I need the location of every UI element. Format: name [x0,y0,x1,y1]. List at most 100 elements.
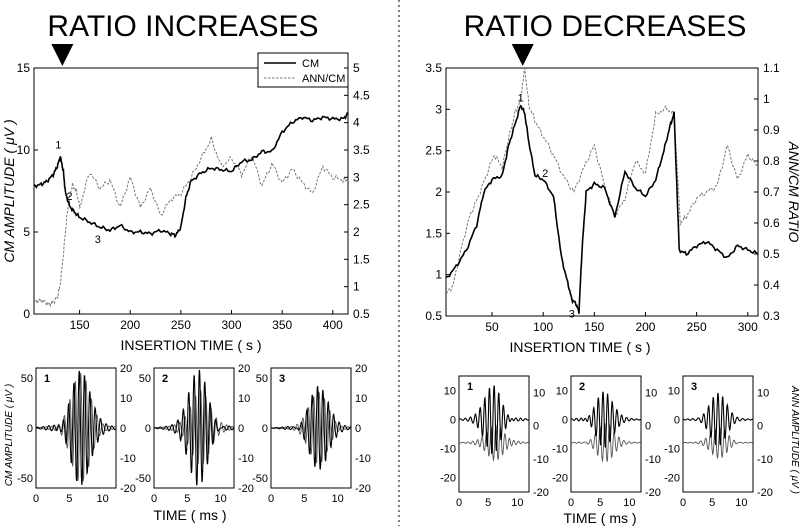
left-y2tick-label: 3.5 [353,143,370,157]
left-xtick-label: 300 [222,318,242,332]
right-inset-label-2: 2 [579,381,585,393]
left-inset-xtick: 10 [332,493,344,505]
right-inset-3: 0 5 10 -20 -10 0 10 -20 -10 0 10 3 [664,375,773,509]
left-inset-ytick: 50 [139,373,151,385]
right-inset-label-1: 1 [467,381,473,393]
right-ytick-label: 1 [435,268,442,282]
left-inset-xtick: 0 [268,493,274,505]
left-y2tick-label: 1.5 [353,252,370,266]
left-inset-y2tick: 10 [355,393,367,405]
right-ytick-label: 0.5 [425,309,442,323]
left-inset-xtick: 0 [33,493,39,505]
left-inset-xtick: 10 [215,493,227,505]
left-plot-frame [33,67,349,315]
right-inset-y2tick: 0 [533,421,539,433]
left-inset-ytick: 0 [262,423,268,435]
right-y2tick-label: 1 [763,92,770,106]
left-sub-ylabel: CM AMPLITUDE ( μV ) [4,384,15,486]
right-y2tick-label: 0.5 [763,247,780,261]
left-inset-y2tick: -20 [238,483,254,495]
right-y2tick-label: 1.1 [763,61,780,75]
right-inset-ytick: 10 [668,386,680,398]
right-inset-xtick: 0 [456,497,462,509]
left-series-cm [33,111,349,239]
right-point-label-3: 3 [569,309,575,321]
left-inset-ytick: 0 [27,423,33,435]
left-inset-ytick: 50 [21,373,33,385]
left-inset-xtick: 10 [97,493,109,505]
left-ytick-label: 5 [23,225,30,239]
left-inset-y2tick: -10 [120,453,136,465]
right-ytick-label: 3 [435,102,442,116]
right-inset-y2tick: 10 [757,388,769,400]
left-title: RATIO INCREASES [47,10,318,43]
left-inset-y2tick: 20 [355,363,367,375]
legend-ratio-label: ANN/CM [302,73,345,85]
right-inset-ytick: 0 [674,415,680,427]
right-inset-xtick: 10 [735,497,747,509]
right-xtick-label: 50 [485,320,499,334]
right-inset-y2tick: -10 [645,454,661,466]
left-xlabel: INSERTION TIME ( s ) [120,337,261,353]
right-inset-xtick: 0 [568,497,574,509]
right-series-ann-cm-ratio [445,66,759,294]
right-y2tick-label: 0.7 [763,185,780,199]
left-inset-y2tick: 20 [238,363,250,375]
left-inset-label-3: 3 [279,373,285,385]
left-ytick-label: 15 [17,61,31,75]
left-inset-wave-primary [270,386,351,470]
left-inset-y2tick: -20 [120,483,136,495]
left-inset-y2tick: 10 [238,393,250,405]
right-ytick-label: 3.5 [425,61,442,75]
right-inset-frame [682,375,754,493]
right-ytick-label: 2.5 [425,144,442,158]
right-marker-triangle [511,44,534,66]
right-inset-xtick: 10 [623,497,635,509]
right-inset-y2tick: -10 [533,454,549,466]
right-inset-y2tick: -20 [533,487,549,499]
legend: CM ANN/CM [257,52,349,88]
plot-content: 150 200 250 300 350 4000510150.511.522.533.54… [17,61,780,509]
right-ytick-label: 1.5 [425,226,442,240]
left-inset-y2tick: 20 [120,363,132,375]
right-inset-wave-primary [570,391,641,449]
right-inset-y2tick: 0 [757,421,763,433]
right-main-chart: 50 100 150 200 250 300 0.5 1 1.5 2 2.5 3 3.5 0.3 0.4 0.… [425,61,780,334]
left-point-label-3: 3 [95,234,101,246]
left-inset-xtick: 0 [151,493,157,505]
left-xtick-label: 350 [272,318,292,332]
right-inset-ytick: -10 [552,444,568,456]
left-inset-xtick: 5 [66,493,72,505]
left-inset-y2tick: -10 [355,453,371,465]
right-xlabel: INSERTION TIME ( s ) [509,339,650,355]
right-inset-y2tick: 0 [645,421,651,433]
right-inset-y2tick: 10 [645,388,657,400]
legend-box [257,52,349,88]
right-inset-ytick: -20 [664,473,680,485]
right-inset-y2tick: -10 [757,454,773,466]
left-xtick-label: 250 [171,318,191,332]
left-inset-ytick: 0 [145,423,151,435]
right-point-label-2: 2 [542,168,548,180]
left-inset-y2tick: 10 [120,393,132,405]
left-inset-ytick: -50 [17,473,33,485]
left-ytick-label: 0 [23,307,30,321]
left-marker-triangle [51,44,74,66]
right-y2tick-label: 0.9 [763,123,780,137]
left-y2tick-label: 5 [353,61,360,75]
left-xtick-label: 150 [70,318,90,332]
left-inset-y2tick: 0 [355,423,361,435]
right-inset-label-3: 3 [691,381,697,393]
right-ylabel: ANN/CM RATIO [786,141,800,243]
right-inset-xtick: 5 [597,497,603,509]
left-inset-xtick: 5 [184,493,190,505]
right-inset-ytick: 0 [562,415,568,427]
left-inset-wave-primary [35,370,117,485]
right-inset-2: 0 5 10 -20 -10 0 10 -20 -10 0 10 2 [552,375,661,509]
left-inset-y2tick: -20 [355,483,371,495]
left-y2tick-label: 4 [353,116,360,130]
right-sub-ylabel: ANN AMPLITUDE ( μV ) [789,385,800,494]
right-inset-y2tick: 10 [533,388,545,400]
